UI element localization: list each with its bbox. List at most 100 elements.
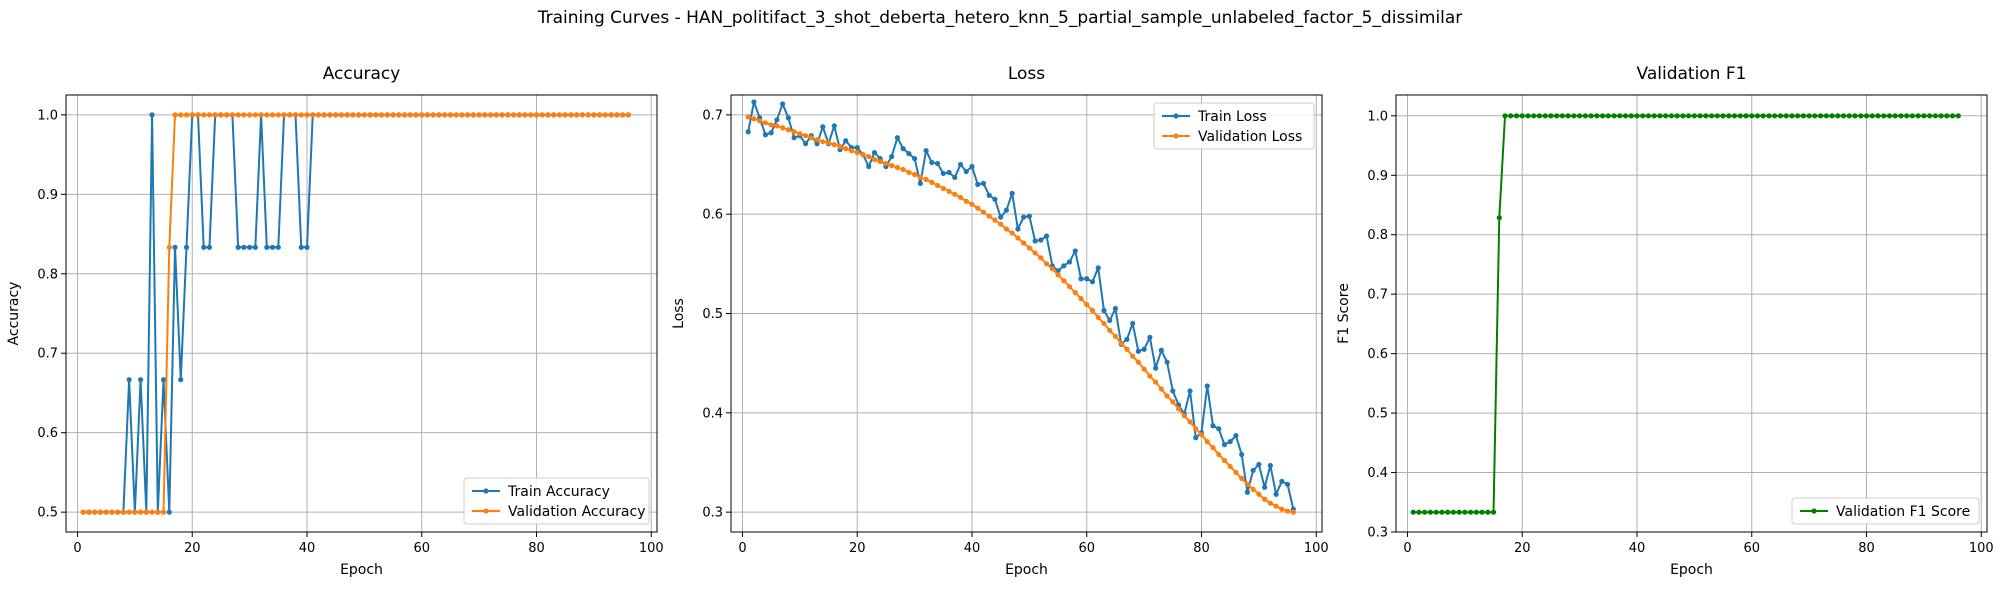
data-point [1462,509,1468,515]
data-point [1571,113,1577,119]
legend-marker [1173,133,1179,139]
data-point [1703,113,1709,119]
data-point [1450,509,1456,515]
data-point [80,509,86,515]
data-point [120,509,126,515]
data-point [831,142,837,148]
data-point [574,112,580,118]
data-point [1427,509,1434,515]
data-point [1898,113,1904,119]
data-point [1743,113,1749,119]
data-point [1485,509,1491,515]
legend-box [1153,102,1315,150]
data-point [751,116,757,122]
data-point [1038,237,1044,243]
data-point [952,191,958,197]
data-point [269,112,276,118]
data-point [1153,379,1159,385]
y-tick-label: 0.5 [1367,407,1388,422]
data-point [1416,509,1422,515]
data-point [252,112,258,118]
data-point [1262,496,1268,502]
data-point [825,140,832,146]
y-tick-label: 0.3 [702,506,723,521]
data-point [1216,451,1222,458]
data-point [1141,346,1147,352]
data-point [871,156,878,163]
data-point [1130,320,1136,327]
series-line-2 [747,115,1294,514]
data-point [923,176,929,183]
data-point [103,509,109,515]
data-point [608,112,614,118]
data-point [1542,113,1548,119]
data-point [969,201,975,207]
legend-label: Validation Loss [1198,129,1302,145]
data-point [837,144,843,150]
data-point [1536,113,1543,119]
chart-panel-3: 0 20 40 60 80 100 0.3 0.4 0.5 0.6 0.7 0.8 0.9 1.0 Vali… [1336,64,1994,578]
data-point [1078,296,1084,302]
data-point [1640,113,1646,119]
data-point [241,112,247,118]
data-point [189,112,195,118]
data-point [1233,433,1239,439]
data-point [1772,113,1778,119]
data-point [992,217,998,223]
data-point [86,509,92,515]
data-point [986,192,992,198]
data-point [1061,263,1067,269]
data-point [1783,113,1789,119]
data-point [1227,439,1233,445]
data-point [1410,509,1416,515]
data-point [183,244,190,250]
data-point [745,129,751,135]
data-point [923,148,929,154]
data-point [235,244,241,250]
data-point [992,196,998,202]
data-point [132,509,138,515]
data-point [1565,113,1571,119]
data-point [488,112,494,118]
data-point [264,112,270,118]
data-point [1118,340,1124,346]
y-tick-label: 0.7 [37,347,58,362]
data-point [321,112,327,118]
data-point [1800,113,1806,119]
data-point [900,166,906,173]
data-point [338,112,345,118]
data-point [912,155,918,162]
data-point [1158,347,1164,353]
data-point [1032,250,1038,256]
data-point [1256,461,1262,468]
data-point [975,205,981,211]
data-point [1158,386,1164,392]
data-point [1204,439,1210,445]
data-point [1204,383,1210,389]
data-point [877,158,883,165]
data-point [1021,214,1027,220]
data-point [1651,113,1657,119]
data-point [1221,442,1228,448]
data-point [1932,113,1938,119]
data-point [1519,113,1525,119]
data-point [969,163,975,170]
data-point [946,169,952,176]
data-point [1066,284,1073,290]
data-point [92,509,98,515]
data-point [831,123,837,129]
data-point [224,112,230,118]
chart-panel-1: 0 20 40 60 80 100 0.5 0.6 0.7 0.8 0.9 1.0 Accuracy Ep… [6,64,664,578]
y-tick-label: 0.5 [37,506,58,521]
y-tick-label: 0.7 [1367,288,1388,303]
data-point [304,112,310,118]
data-point [361,112,367,118]
data-point [1680,113,1686,119]
data-point [929,179,935,185]
x-tick-label: 80 [528,541,545,556]
data-point [476,112,482,118]
data-point [1479,509,1485,515]
data-point [1531,113,1537,119]
data-point [912,171,918,178]
data-point [218,112,224,118]
